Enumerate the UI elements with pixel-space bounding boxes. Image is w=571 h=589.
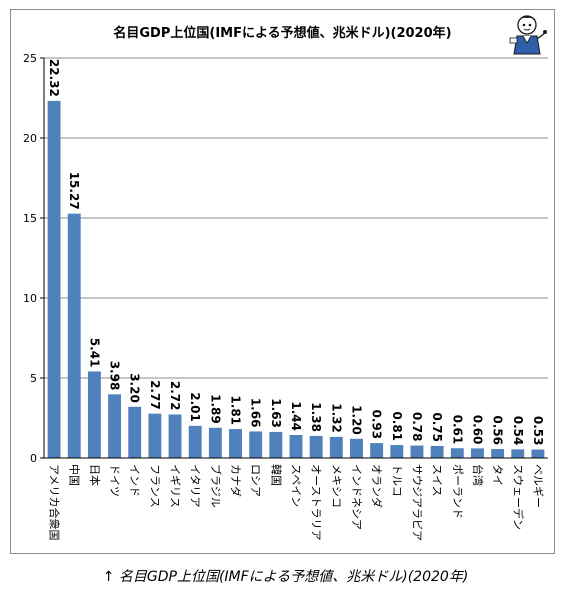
category-label: 中国	[68, 464, 81, 486]
bar	[229, 429, 242, 458]
bar	[531, 449, 545, 458]
y-tick-label: 5	[30, 372, 37, 385]
bar-chart: 0 5 10 15 20 25 22.32 アメリカ合衆国 15.27 中国 5.41 日本 3.98…	[23, 52, 548, 541]
y-tick-label: 20	[23, 132, 37, 145]
data-label: 1.32	[329, 403, 343, 433]
data-label: 0.60	[470, 415, 484, 445]
bar	[309, 435, 323, 458]
bar	[128, 406, 142, 458]
category-label: アメリカ合衆国	[48, 464, 62, 540]
bar	[410, 445, 424, 458]
bar	[470, 448, 484, 458]
data-label: 0.53	[531, 416, 545, 446]
caption-text: 名目GDP上位国(IMFによる予想値、兆米ドル)(2020年)	[118, 569, 469, 585]
data-label: 0.54	[511, 416, 525, 446]
data-label: 1.44	[289, 401, 303, 431]
caption-arrow: ↑	[102, 569, 115, 585]
category-label: ブラジル	[209, 464, 223, 508]
category-label: 台湾	[471, 464, 485, 486]
data-label: 22.32	[47, 59, 61, 97]
y-tick-label: 0	[30, 452, 37, 465]
bar	[108, 394, 122, 458]
figure-caption: ↑ 名目GDP上位国(IMFによる予想値、兆米ドル)(2020年)	[0, 566, 571, 586]
chart-title: 名目GDP上位国(IMFによる予想値、兆米ドル)(2020年)	[113, 26, 452, 41]
category-label: スペイン	[290, 464, 303, 507]
category-label: ポーランド	[451, 464, 464, 519]
bar	[249, 431, 263, 458]
data-label: 2.72	[168, 381, 182, 411]
data-label: 0.78	[410, 412, 424, 442]
chart-frame	[10, 9, 555, 554]
bar	[491, 449, 505, 458]
category-label: インド	[128, 464, 141, 497]
data-label: 0.75	[430, 412, 444, 442]
bar	[370, 443, 384, 458]
data-label: 15.27	[67, 172, 81, 210]
bar	[47, 100, 61, 458]
y-tick-label: 10	[23, 292, 37, 305]
data-label: 1.89	[208, 394, 222, 424]
data-label: 0.56	[491, 415, 505, 445]
category-label: 日本	[88, 464, 102, 486]
data-label: 3.20	[128, 373, 142, 403]
category-label: スイス	[431, 464, 444, 497]
category-label: カナダ	[229, 464, 243, 497]
category-label: タイ	[491, 464, 504, 486]
bar	[87, 371, 101, 458]
y-tick-label: 15	[23, 212, 37, 225]
category-label: イタリア	[189, 464, 202, 508]
data-label: 1.38	[309, 402, 323, 432]
category-label: メキシコ	[330, 464, 343, 508]
bar	[450, 448, 464, 458]
category-label: イギリス	[169, 464, 182, 508]
bar	[430, 446, 444, 458]
bar	[390, 445, 404, 458]
category-label: オーストラリア	[310, 464, 323, 540]
data-label: 0.93	[370, 410, 384, 440]
data-label: 1.81	[229, 395, 243, 425]
bar	[511, 449, 525, 458]
data-label: 3.98	[108, 361, 122, 391]
category-label: ドイツ	[108, 464, 121, 497]
bar	[289, 434, 303, 458]
bar	[168, 414, 182, 458]
category-label: サウジアラビア	[410, 464, 423, 541]
bar	[208, 427, 222, 458]
data-label: 0.81	[390, 411, 404, 441]
category-label: 韓国	[269, 464, 282, 486]
category-label: フランス	[148, 464, 161, 508]
data-label: 2.01	[188, 392, 202, 422]
data-label: 5.41	[87, 338, 101, 368]
y-tick-label: 25	[23, 52, 37, 65]
category-label: ベルギー	[531, 464, 544, 508]
bar	[67, 213, 81, 458]
bar	[329, 436, 343, 458]
category-label: スウェーデン	[511, 464, 525, 530]
bar	[148, 413, 162, 458]
category-label: オランダ	[370, 464, 384, 508]
category-label: インドネシア	[350, 464, 363, 530]
data-label: 0.61	[450, 415, 464, 445]
bar	[188, 425, 202, 458]
data-label: 1.66	[249, 398, 263, 428]
data-label: 1.63	[269, 398, 283, 428]
category-label: ロシア	[249, 464, 262, 497]
bar	[269, 431, 283, 458]
data-label: 1.20	[349, 405, 363, 435]
mascot-logo	[509, 15, 547, 55]
category-label: トルコ	[390, 464, 403, 497]
data-label: 2.77	[148, 380, 162, 410]
bar	[350, 438, 363, 458]
